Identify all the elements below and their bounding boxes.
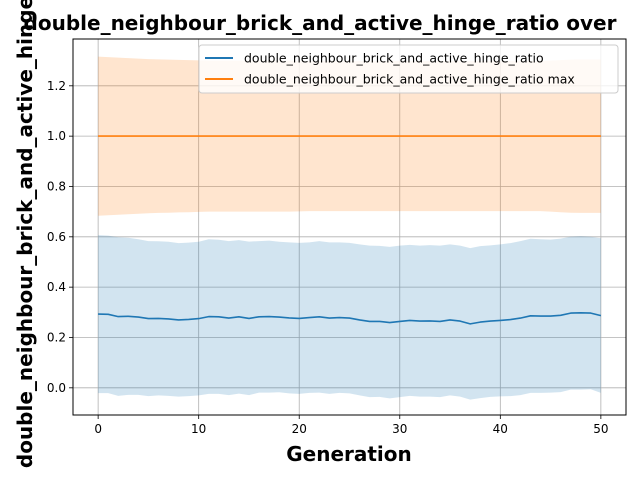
legend-label-series-0: double_neighbour_brick_and_active_hinge_…	[244, 51, 544, 66]
x-tick-label: 50	[593, 422, 608, 436]
y-tick-label: 1.2	[47, 79, 66, 93]
y-tick-label: 0.0	[47, 381, 66, 395]
y-axis-label: double_neighbour_brick_and_active_hinge_	[13, 0, 37, 468]
x-tick-label: 30	[392, 422, 407, 436]
y-tick-label: 0.4	[47, 280, 66, 294]
legend-label-series-1: double_neighbour_brick_and_active_hinge_…	[244, 72, 575, 87]
x-axis-label: Generation	[286, 442, 412, 466]
y-tick-label: 0.2	[47, 330, 66, 344]
plot-area-frame	[72, 38, 627, 416]
series-lines	[98, 135, 602, 325]
axis-ticks: 0 10 20 30 40 50 0.0 0.2 0.4 0.6 0.8 1.0 1.2	[47, 79, 609, 436]
x-tick-label: 0	[94, 422, 102, 436]
y-tick-label: 0.6	[47, 230, 66, 244]
legend-box	[198, 44, 619, 94]
grid	[73, 39, 626, 415]
x-tick-label: 20	[292, 422, 307, 436]
line-series-0	[98, 311, 602, 325]
x-tick-label: 40	[493, 422, 508, 436]
chart-title: double_neighbour_brick_and_active_hinge_…	[24, 11, 617, 35]
x-tick-label: 10	[191, 422, 206, 436]
y-tick-label: 0.8	[47, 179, 66, 193]
y-tick-label: 1.0	[47, 129, 66, 143]
legend: double_neighbour_brick_and_active_hinge_…	[198, 44, 619, 94]
